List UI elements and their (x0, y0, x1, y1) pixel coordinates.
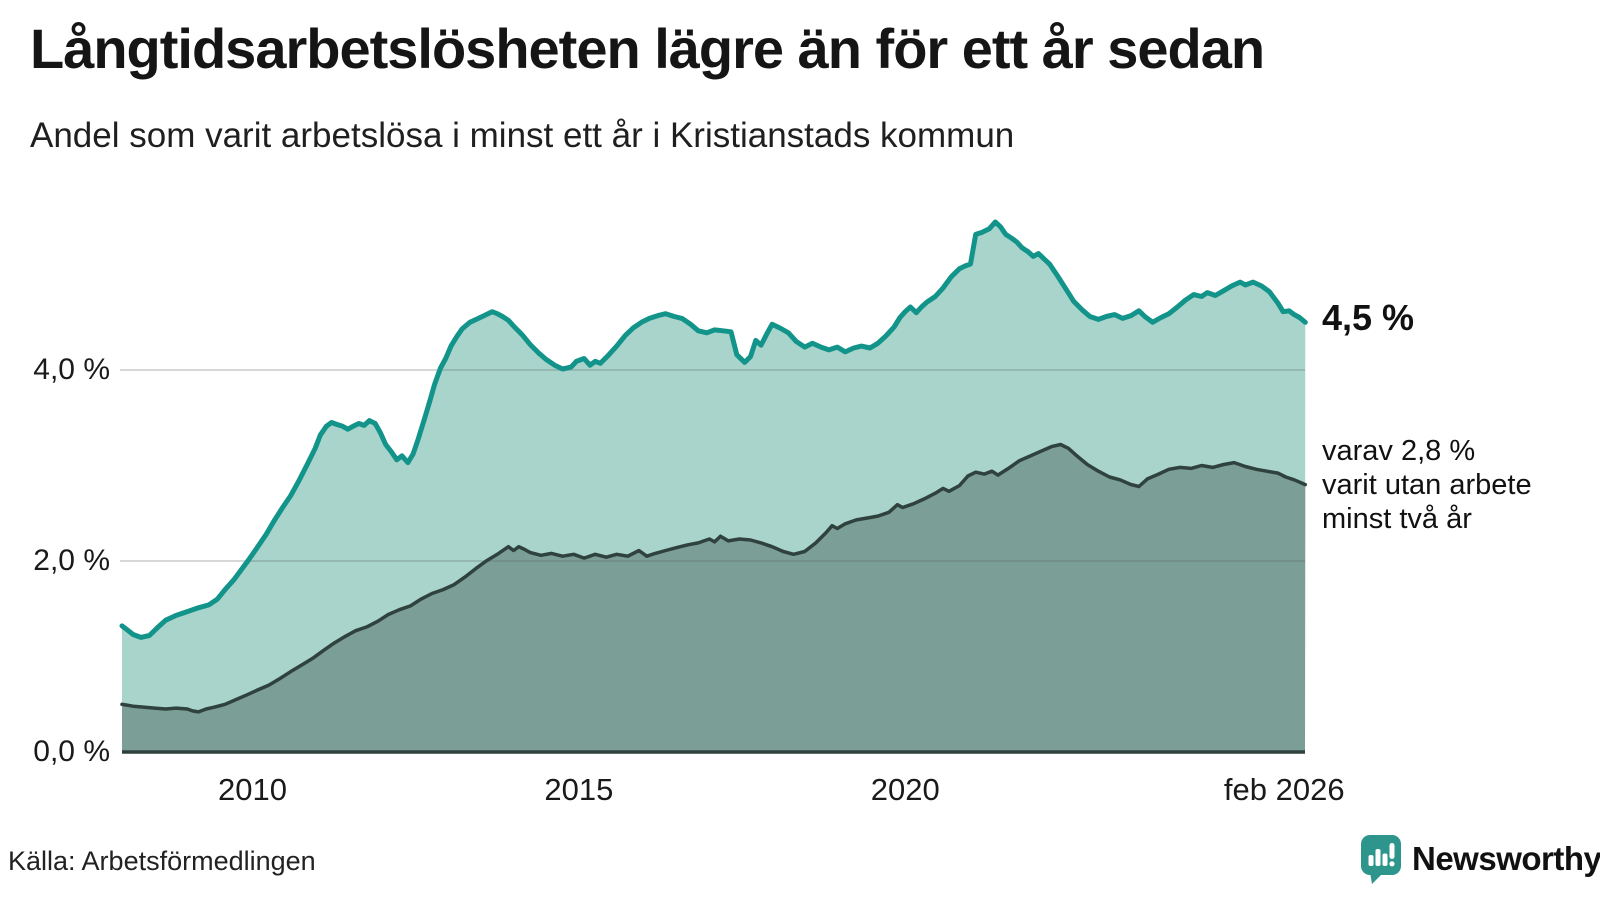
two-year-annotation-line: minst två år (1322, 503, 1472, 535)
y-axis-label: 0,0 % (33, 735, 110, 768)
two-year-area-fill (122, 444, 1306, 752)
y-axis-label: 4,0 % (33, 353, 110, 386)
two-year-line (120, 442, 1308, 714)
two-year-annotation-line: varit utan arbete (1322, 469, 1532, 501)
chart-subtitle: Andel som varit arbetslösa i minst ett å… (30, 116, 1015, 155)
chart-title: Långtidsarbetslösheten lägre än för ett … (30, 17, 1265, 80)
total-line (119, 219, 1308, 640)
two-year-annotation-line: varav 2,8 % (1322, 435, 1476, 467)
x-axis-label: 2020 (870, 772, 940, 807)
x-axis-label: 2015 (544, 772, 614, 807)
newsworthy-logo-icon (1361, 835, 1401, 884)
source-note: Källa: Arbetsförmedlingen (8, 846, 316, 876)
newsworthy-logo-text: Newsworthy (1412, 840, 1600, 877)
y-axis-label: 2,0 % (33, 544, 110, 577)
newsworthy-logo: Newsworthy (1360, 834, 1600, 884)
latest-total-value-label: 4,5 % (1322, 297, 1415, 338)
x-axis-label: 2010 (218, 772, 288, 807)
two-year-annotation: varav 2,8 % varit utan arbete minst två … (1322, 434, 1532, 536)
x-axis-label: feb 2026 (1223, 772, 1345, 807)
